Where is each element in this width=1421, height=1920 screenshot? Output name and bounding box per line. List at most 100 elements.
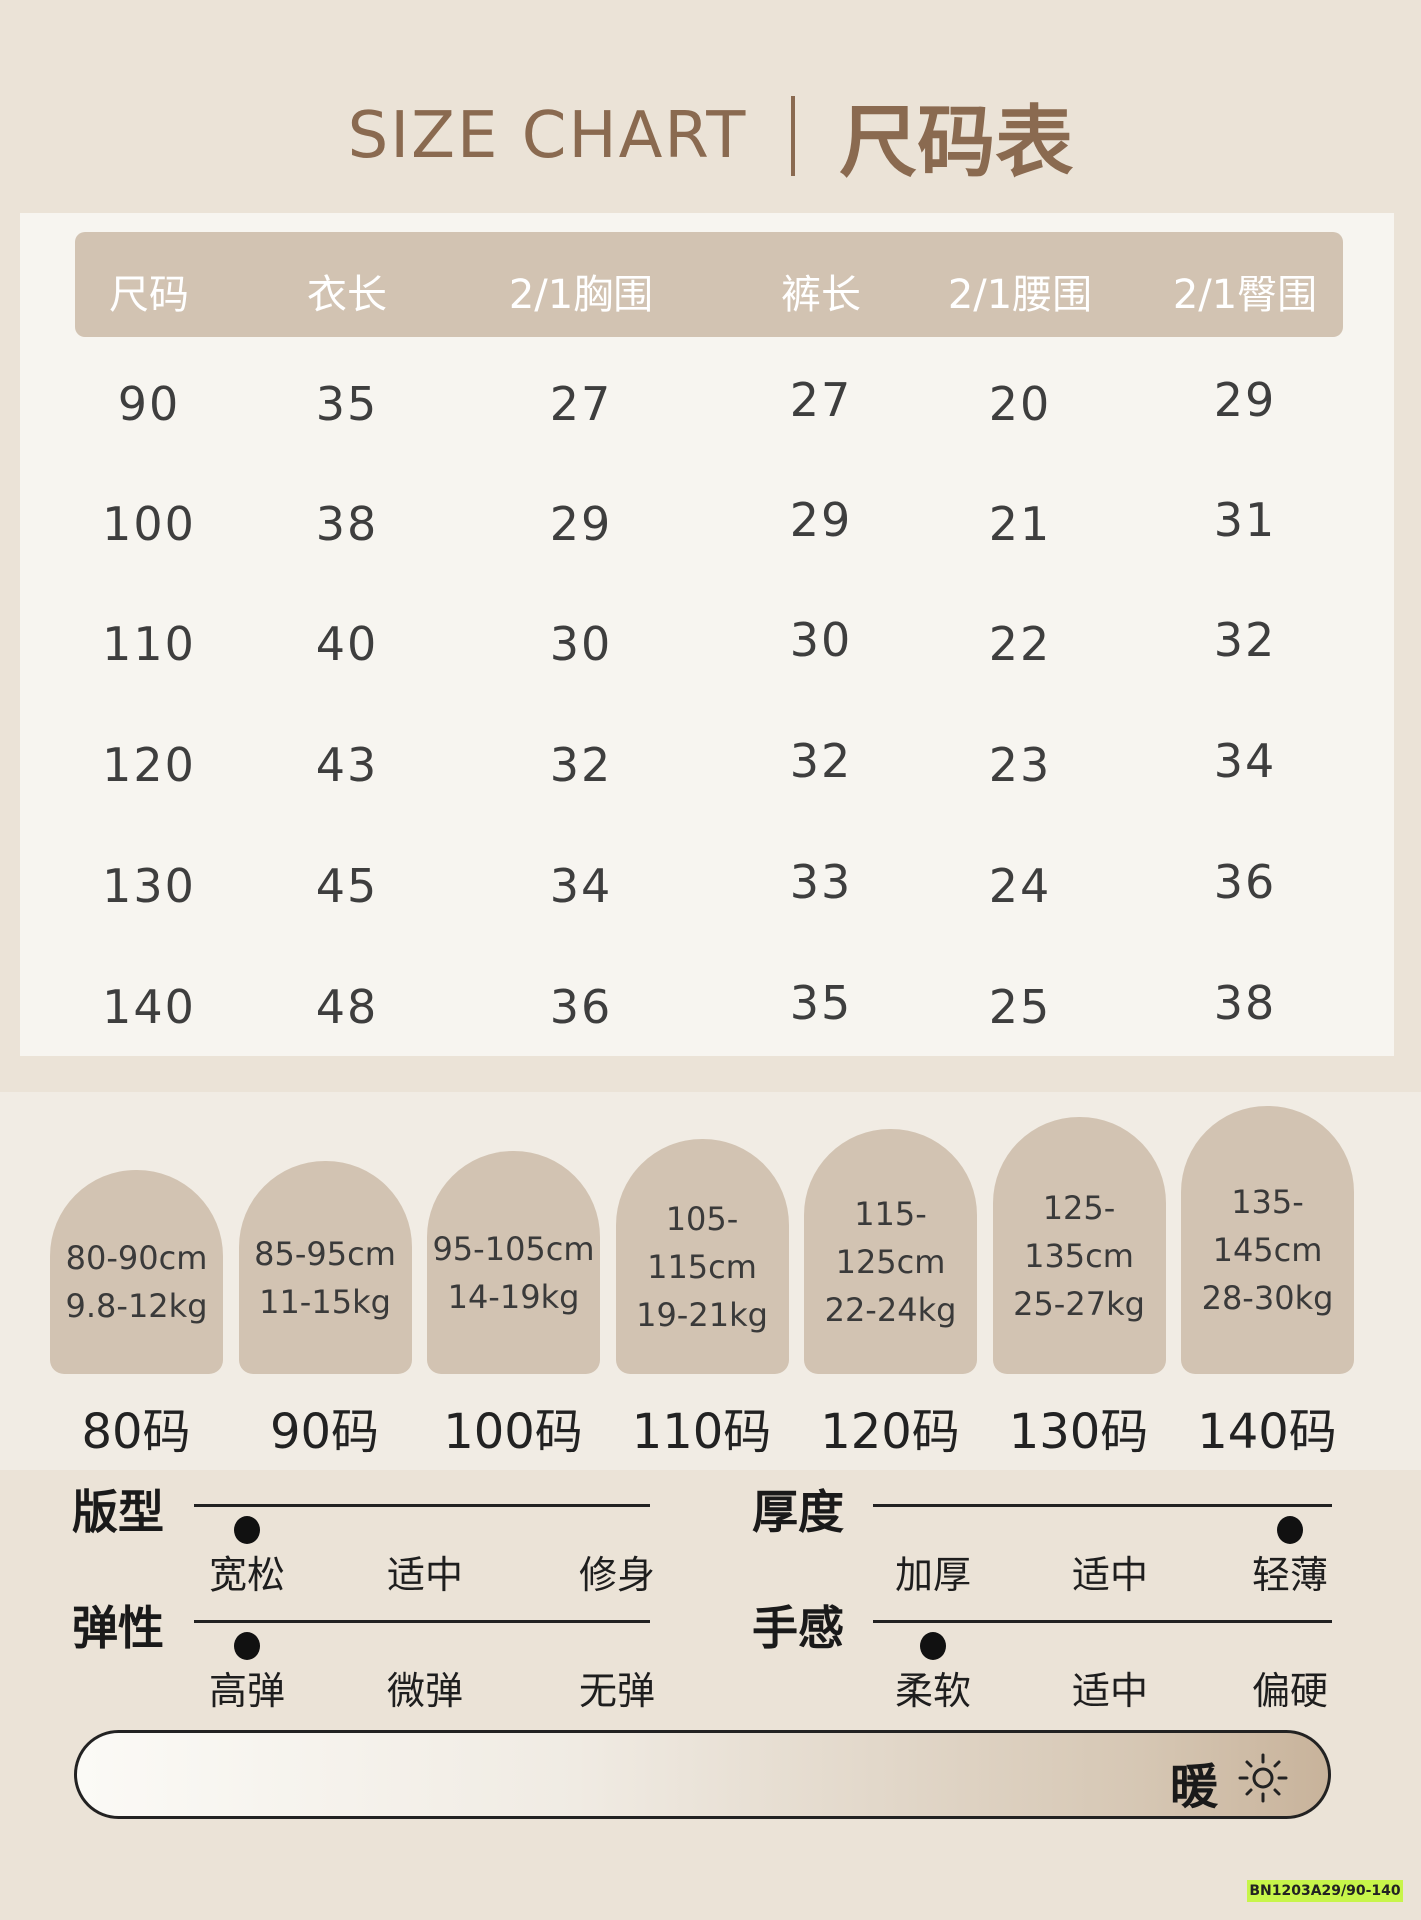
- feature-option: 加厚: [894, 1553, 972, 1597]
- size-code: 140码: [1197, 1404, 1337, 1460]
- table-header-cell: 2/1胸围: [508, 272, 654, 318]
- warmth-label: 暖: [1169, 1759, 1218, 1815]
- size-dome: 95-105cm 14-19kg: [427, 1151, 600, 1374]
- table-cell: 29: [1213, 373, 1277, 427]
- weight-range: 14-19kg: [447, 1277, 580, 1316]
- feature-option: 修身: [578, 1553, 656, 1597]
- title-cn: 尺码表: [839, 98, 1074, 188]
- size-dome: 85-95cm 11-15kg: [238, 1161, 412, 1374]
- weight-range: 11-15kg: [259, 1282, 391, 1321]
- height-range: 105-115cm: [647, 1199, 757, 1286]
- table-cell: 45: [315, 859, 379, 913]
- table-cell: 43: [315, 738, 379, 792]
- feature-track: [194, 1504, 650, 1507]
- feature-option: 适中: [1071, 1669, 1149, 1713]
- table-cell: 21: [988, 497, 1052, 551]
- size-dome: 125-135cm 25-27kg: [992, 1117, 1166, 1374]
- table-cell: 22: [988, 617, 1052, 671]
- feature-label: 手感: [752, 1601, 844, 1655]
- table-cell: 32: [1213, 613, 1277, 667]
- table-header-cell: 2/1臀围: [1172, 272, 1318, 318]
- size-code: 90码: [269, 1404, 380, 1460]
- feature-option: 适中: [386, 1553, 464, 1597]
- feature-option: 偏硬: [1251, 1669, 1329, 1713]
- feature-label: 弹性: [72, 1601, 164, 1655]
- table-cell: 23: [988, 738, 1052, 792]
- feature-option: 微弹: [386, 1669, 464, 1713]
- weight-range: 28-30kg: [1201, 1279, 1334, 1317]
- feature-track: [194, 1620, 650, 1623]
- table-cell: 36: [1213, 855, 1277, 909]
- table-cell: 27: [549, 377, 613, 431]
- table-cell: 100: [102, 497, 196, 551]
- table-cell: 34: [549, 859, 613, 913]
- table-cell: 29: [549, 497, 613, 551]
- table-cell: 30: [549, 617, 613, 671]
- table-cell: 24: [988, 859, 1052, 913]
- table-cell: 33: [789, 855, 853, 909]
- product-code-badge: BN1203A29/90-140: [1247, 1880, 1403, 1902]
- size-dome: 80-90cm 9.8-12kg: [50, 1170, 223, 1374]
- table-cell: 110: [102, 617, 196, 671]
- height-range: 125-135cm: [1024, 1188, 1134, 1275]
- height-range: 135-145cm: [1212, 1183, 1323, 1269]
- feature-marker: [1277, 1516, 1303, 1544]
- size-code: 130码: [1008, 1404, 1149, 1460]
- table-cell: 90: [117, 377, 181, 431]
- feature-option: 适中: [1071, 1553, 1149, 1597]
- feature-option: 高弹: [208, 1669, 286, 1713]
- table-cell: 31: [1213, 493, 1277, 547]
- size-code: 120码: [820, 1404, 960, 1460]
- table-cell: 38: [315, 497, 379, 551]
- table-cell: 130: [102, 859, 196, 913]
- feature-option: 柔软: [894, 1669, 972, 1713]
- size-code: 110码: [631, 1404, 772, 1460]
- size-dome: 135-145cm 28-30kg: [1181, 1106, 1354, 1374]
- feature-label: 版型: [72, 1485, 164, 1539]
- warmth-bar: 暖: [74, 1730, 1331, 1819]
- feature-option: 宽松: [208, 1553, 286, 1597]
- feature-marker: [234, 1516, 260, 1544]
- height-range: 80-90cm: [65, 1239, 208, 1277]
- feature-marker: [920, 1632, 946, 1660]
- table-cell: 34: [1213, 734, 1277, 788]
- feature-option: 无弹: [578, 1669, 656, 1713]
- feature-marker: [234, 1632, 260, 1660]
- size-code: 80码: [81, 1404, 191, 1460]
- table-cell: 29: [789, 493, 853, 547]
- weight-range: 9.8-12kg: [65, 1287, 208, 1325]
- size-table-panel: [20, 213, 1394, 1056]
- table-header: [75, 232, 1343, 337]
- table-cell: 27: [789, 373, 853, 427]
- title-divider: [791, 96, 796, 176]
- table-cell: 35: [315, 377, 379, 431]
- table-cell: 36: [549, 980, 613, 1034]
- table-cell: 35: [789, 976, 853, 1030]
- height-range: 95-105cm: [432, 1229, 595, 1268]
- size-code: 100码: [443, 1404, 583, 1460]
- table-cell: 30: [789, 613, 853, 667]
- table-cell: 38: [1213, 976, 1277, 1030]
- table-cell: 140: [102, 980, 196, 1034]
- weight-range: 19-21kg: [636, 1295, 768, 1334]
- feature-label: 厚度: [752, 1485, 844, 1539]
- sun-icon: [1238, 1753, 1288, 1803]
- table-cell: 120: [102, 738, 196, 792]
- table-cell: 25: [988, 980, 1052, 1034]
- table-header-cell: 2/1腰围: [947, 272, 1093, 318]
- table-cell: 48: [315, 980, 379, 1034]
- table-cell: 40: [315, 617, 379, 671]
- table-cell: 20: [988, 377, 1052, 431]
- table-cell: 32: [549, 738, 613, 792]
- feature-track: [873, 1504, 1332, 1507]
- page-title: SIZE CHART 尺码表: [0, 80, 1421, 192]
- feature-track: [873, 1620, 1332, 1623]
- size-dome: 115-125cm 22-24kg: [804, 1129, 977, 1374]
- height-range: 85-95cm: [254, 1234, 396, 1273]
- size-dome: 105-115cm 19-21kg: [615, 1139, 789, 1374]
- weight-range: 25-27kg: [1013, 1284, 1145, 1323]
- table-header-cell: 尺码: [109, 272, 189, 318]
- table-header-cell: 衣长: [307, 272, 387, 318]
- table-cell: 32: [789, 734, 853, 788]
- table-header-cell: 裤长: [781, 272, 861, 318]
